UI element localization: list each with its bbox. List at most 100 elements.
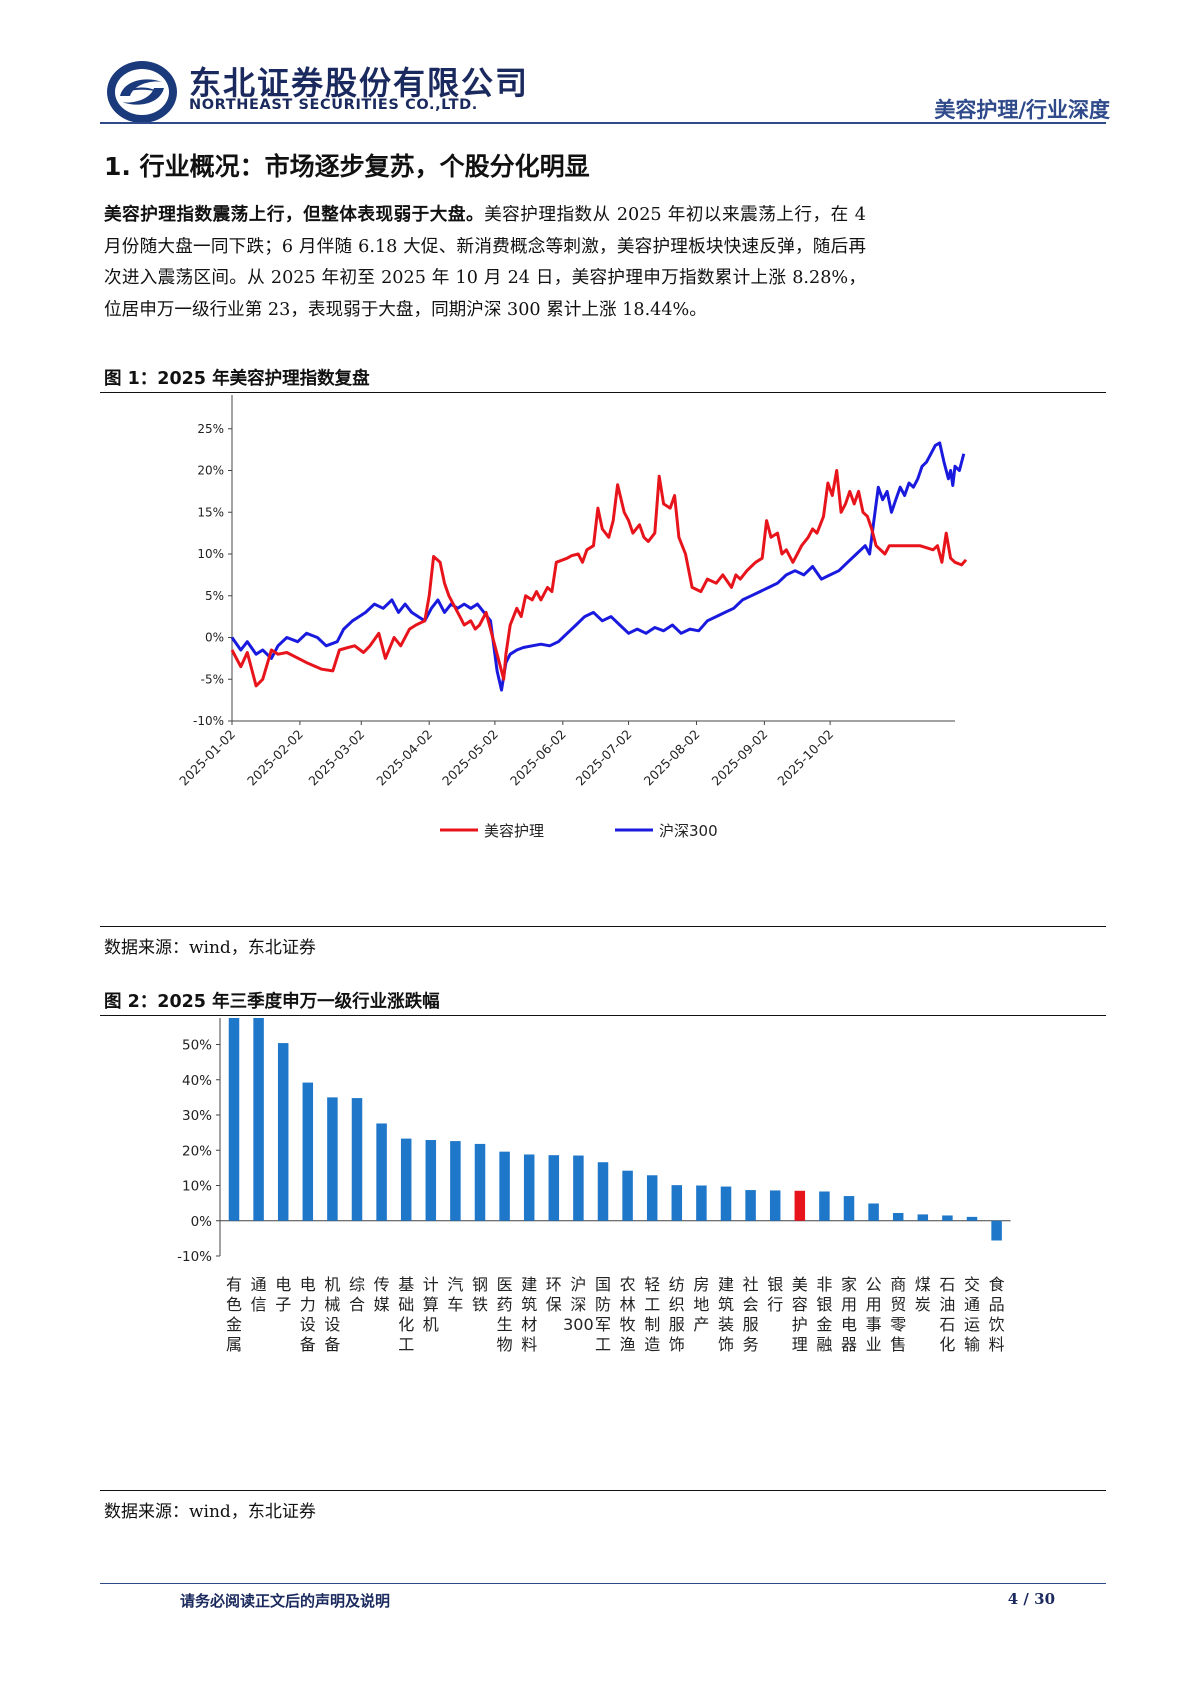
bar <box>499 1151 510 1221</box>
category-label: 有色金属 <box>226 1275 242 1354</box>
category-label: 交通运输 <box>964 1275 980 1354</box>
y-tick-label: 15% <box>197 505 224 519</box>
category-label: 食品饮料 <box>989 1275 1005 1354</box>
bar <box>228 1018 240 1221</box>
legend-label: 沪深300 <box>659 822 718 840</box>
bar <box>745 1190 756 1221</box>
bar <box>917 1214 929 1221</box>
bar <box>573 1155 584 1221</box>
page-number: 4 / 30 <box>1007 1590 1055 1608</box>
bar <box>277 1043 289 1221</box>
category-label: 钢铁 <box>472 1275 488 1314</box>
category-label: 商贸零售 <box>890 1275 906 1354</box>
category-label: 煤炭 <box>915 1275 931 1314</box>
company-logo-icon <box>107 61 177 123</box>
figure1-source: 数据来源：wind，东北证券 <box>104 938 316 958</box>
header-divider <box>100 122 1106 124</box>
y-tick-label: 20% <box>197 464 224 478</box>
company-name-en: NORTHEAST SECURITIES CO.,LTD. <box>189 97 478 113</box>
category-label: 沪深 300 <box>563 1275 594 1334</box>
bar <box>696 1185 707 1221</box>
y-tick-label: 10% <box>197 547 224 561</box>
bar <box>769 1190 781 1221</box>
bar <box>327 1097 338 1221</box>
bar <box>892 1212 904 1221</box>
category-label: 非银金融 <box>816 1275 832 1354</box>
section-paragraph: 美容护理指数震荡上行，但整体表现弱于大盘。美容护理指数从 2025 年初以来震荡… <box>104 200 866 326</box>
x-tick-label: 2025-06-02 <box>507 727 569 789</box>
y-tick-label: 30% <box>182 1108 212 1124</box>
section-title: 1. 行业概况：市场逐步复苏，个股分化明显 <box>104 152 590 181</box>
bar <box>720 1186 732 1221</box>
bar <box>819 1191 830 1221</box>
paragraph-body: 美容护理指数从 2025 年初以来震荡上行，在 4 月份随大盘一同下跌；6 月伴… <box>104 205 866 320</box>
category-label: 通信 <box>251 1275 267 1314</box>
line-chart: 30%25%20%15%10%5%0%-5%-10%2025-01-022025… <box>176 395 968 840</box>
y-tick-label: 50% <box>182 1038 212 1054</box>
bar <box>843 1196 855 1221</box>
x-tick-label: 2025-10-02 <box>774 727 836 789</box>
y-tick-label: 20% <box>182 1143 212 1159</box>
x-tick-label: 2025-08-02 <box>641 727 703 789</box>
bar <box>351 1098 363 1221</box>
bar <box>474 1143 486 1221</box>
bar <box>671 1185 683 1221</box>
series-line-1 <box>230 441 966 692</box>
category-label: 医药生物 <box>497 1275 513 1354</box>
footer-divider <box>100 1583 1106 1584</box>
category-label: 家用电器 <box>841 1275 857 1354</box>
figure1-title: 图 1：2025 年美容护理指数复盘 <box>104 369 370 389</box>
bar <box>991 1220 1002 1241</box>
category-label: 纺织服饰 <box>669 1275 685 1354</box>
category-label: 机械设备 <box>324 1275 340 1354</box>
category-label: 传媒 <box>374 1275 390 1314</box>
disclaimer-note: 请务必阅读正文后的声明及说明 <box>180 1592 391 1610</box>
report-category: 美容护理/行业深度 <box>934 98 1110 122</box>
bar <box>646 1175 658 1221</box>
category-label: 农林牧渔 <box>620 1275 636 1354</box>
bar <box>794 1190 806 1221</box>
category-label: 计算机 <box>423 1275 439 1334</box>
bar <box>523 1154 535 1221</box>
bar <box>966 1216 978 1221</box>
category-label: 社会服务 <box>743 1275 759 1354</box>
figure2-bottom-rule <box>100 1490 1106 1491</box>
bar <box>868 1203 879 1221</box>
category-label: 公用事业 <box>866 1275 882 1354</box>
category-label: 基础化工 <box>398 1275 414 1354</box>
category-label: 银行 <box>767 1275 783 1314</box>
paragraph-lead: 美容护理指数震荡上行，但整体表现弱于大盘。 <box>104 205 485 225</box>
y-tick-label: -10% <box>177 1249 212 1265</box>
bar <box>548 1155 560 1221</box>
x-tick-label: 2025-07-02 <box>573 727 635 789</box>
category-label: 电力设备 <box>300 1275 316 1354</box>
bar <box>376 1123 387 1221</box>
bar <box>450 1141 461 1221</box>
y-tick-label: 0% <box>191 1214 213 1230</box>
bar <box>302 1082 314 1221</box>
x-tick-label: 2025-01-02 <box>176 727 238 789</box>
bar <box>942 1215 953 1221</box>
bar <box>400 1138 412 1221</box>
figure2-title: 图 2：2025 年三季度申万一级行业涨跌幅 <box>104 992 440 1012</box>
y-tick-label: 0% <box>205 631 224 645</box>
x-tick-label: 2025-02-02 <box>244 727 306 789</box>
company-name-cn: 东北证券股份有限公司 <box>189 64 530 102</box>
category-label: 国防军工 <box>595 1275 611 1354</box>
figure1-top-rule <box>100 392 1106 393</box>
category-label: 环保 <box>546 1275 562 1314</box>
figure2-source: 数据来源：wind，东北证券 <box>104 1502 316 1522</box>
y-tick-label: 40% <box>182 1073 212 1089</box>
legend-label: 美容护理 <box>484 822 544 840</box>
x-tick-label: 2025-09-02 <box>709 727 771 789</box>
bar <box>425 1140 437 1221</box>
y-tick-label: -10% <box>193 714 224 728</box>
category-label: 综合 <box>349 1275 365 1314</box>
bar <box>622 1170 633 1221</box>
y-tick-label: -5% <box>201 672 224 686</box>
figure1-bottom-rule <box>100 926 1106 927</box>
category-label: 轻工制造 <box>644 1275 660 1354</box>
bar <box>253 1018 264 1221</box>
bar-chart: 70%60%50%40%30%20%10%0%-10%有色金属通信电子电力设备机… <box>177 1018 1011 1354</box>
x-tick-label: 2025-05-02 <box>439 727 501 789</box>
